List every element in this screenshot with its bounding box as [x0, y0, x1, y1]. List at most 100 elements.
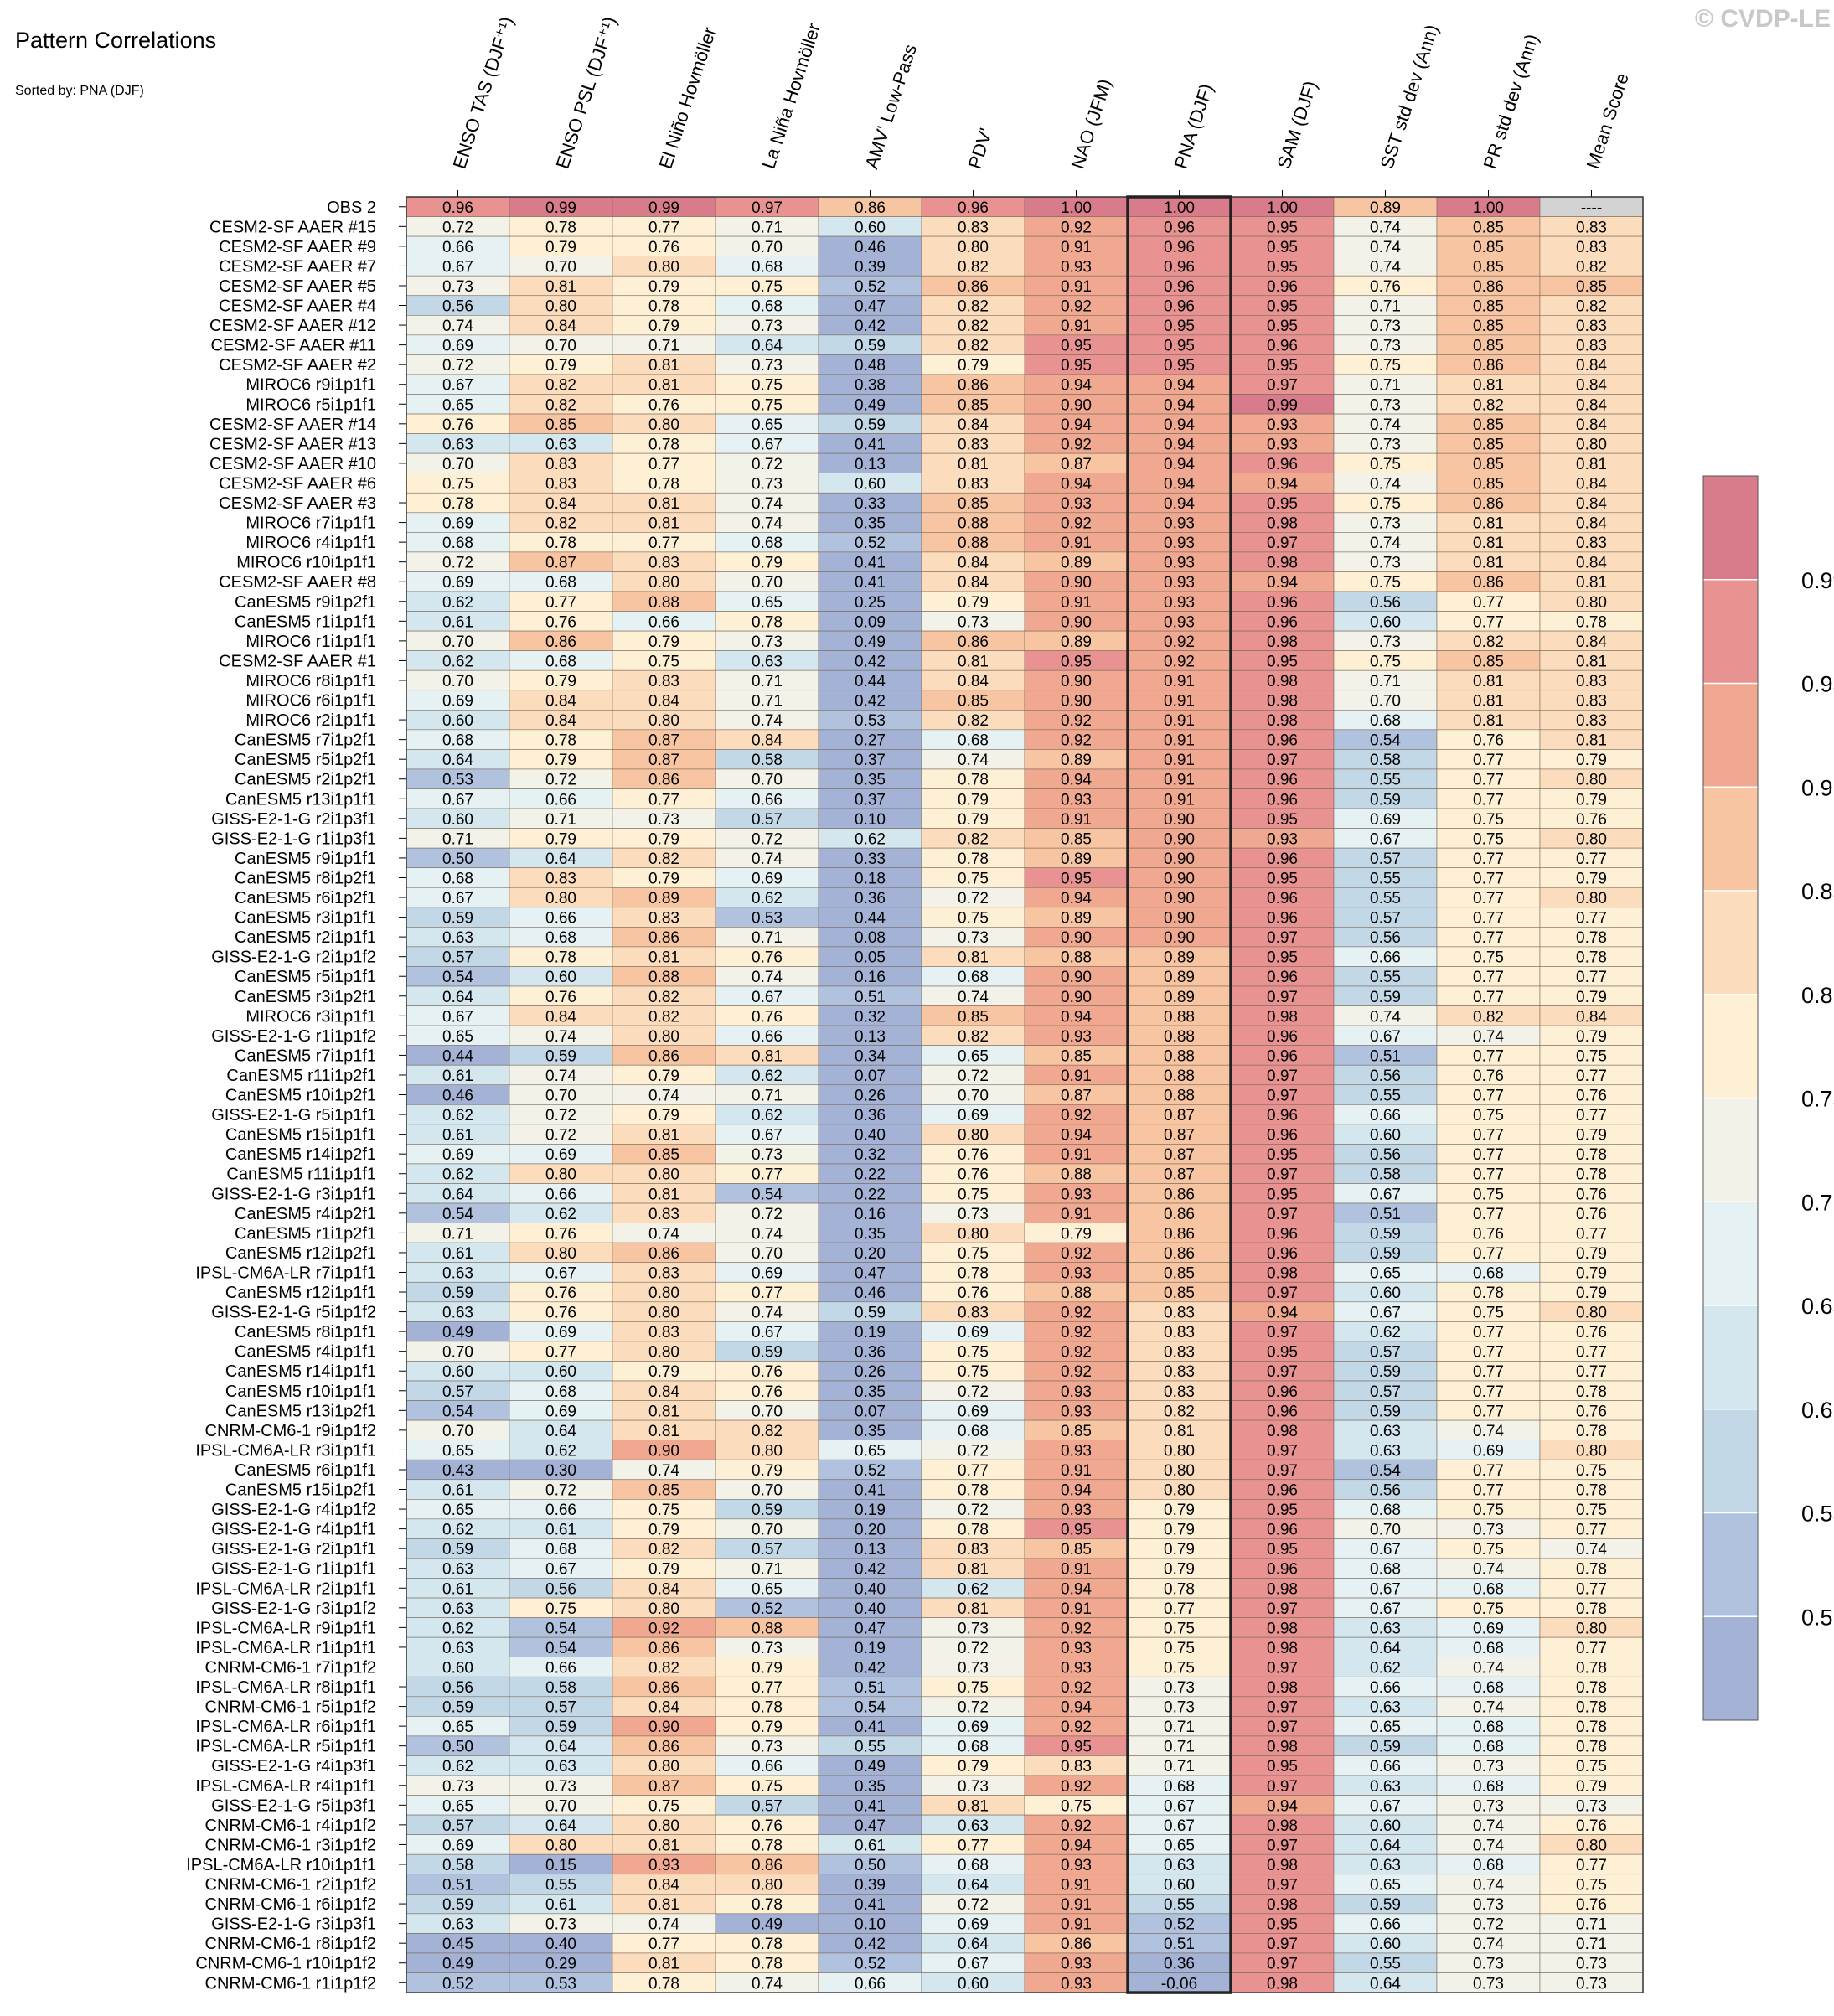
- cell-value: 0.54: [442, 969, 473, 986]
- cell-value: 0.75: [648, 1797, 679, 1815]
- cell-value: 0.68: [442, 870, 473, 887]
- cell-value: 0.75: [1370, 357, 1401, 375]
- row-label: CanESM5 r9i1p1f1: [235, 850, 376, 868]
- cell-value: 0.84: [545, 1008, 576, 1026]
- cell-value: 0.34: [855, 1047, 886, 1065]
- cell-value: 0.66: [545, 1186, 576, 1203]
- cell-value: 0.67: [442, 258, 473, 276]
- cell-value: 0.75: [1576, 1047, 1607, 1065]
- cell-value: 0.69: [442, 574, 473, 592]
- cell-value: 0.64: [752, 338, 783, 355]
- cell-value: 0.56: [1370, 1067, 1401, 1085]
- cell-value: 0.66: [545, 791, 576, 809]
- cell-value: 0.74: [1576, 1541, 1607, 1559]
- cell-value: 0.91: [1061, 535, 1092, 552]
- cell-value: 0.82: [958, 1028, 989, 1046]
- cell-value: 0.87: [1164, 1146, 1195, 1164]
- cell-value: 0.80: [1576, 594, 1607, 612]
- cell-value: 0.63: [442, 1264, 473, 1282]
- cell-value: 0.65: [442, 396, 473, 414]
- cell-value: 0.95: [1267, 219, 1298, 236]
- cell-value: 0.50: [442, 850, 473, 868]
- cell-value: 0.94: [1164, 436, 1195, 453]
- column-label: SAM (DJF): [1273, 78, 1320, 171]
- cell-value: 0.56: [442, 1679, 473, 1697]
- cell-value: 0.67: [1370, 1305, 1401, 1322]
- row-label: CESM2-SF AAER #4: [219, 297, 376, 316]
- cell-value: 0.57: [442, 1817, 473, 1835]
- cell-value: 0.93: [1061, 1403, 1092, 1420]
- cell-value: 0.79: [648, 1107, 679, 1124]
- cell-value: 0.69: [545, 1146, 576, 1164]
- cell-value: 0.94: [1061, 1580, 1092, 1598]
- cell-value: 0.40: [855, 1580, 886, 1598]
- cell-value: 0.80: [1576, 1305, 1607, 1322]
- cell-value: 0.78: [752, 613, 783, 631]
- cell-value: 0.69: [1473, 1620, 1504, 1637]
- cell-value: 0.38: [855, 377, 886, 395]
- cell-value: 0.68: [545, 653, 576, 670]
- cell-value: 0.60: [442, 712, 473, 730]
- cell-value: 0.77: [1473, 1462, 1504, 1480]
- cell-value: 0.74: [648, 1916, 679, 1934]
- cell-value: 0.85: [648, 1146, 679, 1164]
- cell-value: 0.77: [1473, 1127, 1504, 1145]
- cell-value: 0.79: [648, 633, 679, 651]
- cell-value: 0.91: [1061, 1462, 1092, 1480]
- cell-value: 0.87: [648, 732, 679, 750]
- cell-value: 0.93: [1061, 1502, 1092, 1519]
- cell-value: 0.36: [855, 1344, 886, 1362]
- cell-value: 0.85: [1473, 318, 1504, 335]
- cell-value: 0.76: [1576, 1186, 1607, 1203]
- cell-value: 0.95: [1267, 495, 1298, 513]
- cell-value: 0.61: [855, 1837, 886, 1854]
- cell-value: 0.68: [1473, 1739, 1504, 1756]
- cell-value: 0.92: [1061, 1107, 1092, 1124]
- cell-value: 0.80: [545, 298, 576, 316]
- cell-value: 0.83: [545, 870, 576, 887]
- cell-value: 0.41: [855, 555, 886, 572]
- cell-value: 0.37: [855, 752, 886, 769]
- cell-value: 0.89: [1061, 850, 1092, 868]
- row-label: CESM2-SF AAER #10: [209, 455, 376, 473]
- colorbar-band: [1703, 994, 1758, 1098]
- cell-value: 0.59: [855, 1305, 886, 1322]
- cell-value: 0.78: [752, 1837, 783, 1854]
- cell-value: 0.74: [752, 1225, 783, 1243]
- row-label: CanESM5 r15i1p1f1: [225, 1126, 376, 1145]
- cell-value: 0.86: [1061, 1936, 1092, 1953]
- cell-value: 0.93: [1061, 1975, 1092, 1993]
- cell-value: 0.82: [648, 1659, 679, 1677]
- cell-value: 0.68: [1164, 1778, 1195, 1796]
- cell-value: 0.80: [648, 416, 679, 434]
- cell-value: 0.75: [1370, 495, 1401, 513]
- cell-value: 0.59: [442, 1699, 473, 1717]
- cell-value: 0.93: [1061, 1640, 1092, 1657]
- cell-value: 0.82: [648, 1008, 679, 1026]
- cell-value: 0.74: [545, 1067, 576, 1085]
- cell-value: 0.91: [1061, 1877, 1092, 1895]
- cell-value: 0.86: [648, 1047, 679, 1065]
- cell-value: 0.70: [752, 1482, 783, 1500]
- cell-value: 0.69: [958, 1916, 989, 1934]
- cell-value: 0.49: [855, 633, 886, 651]
- cell-value: 0.81: [1576, 574, 1607, 592]
- cell-value: 0.78: [648, 436, 679, 453]
- cell-value: 0.77: [958, 1462, 989, 1480]
- cell-value: 0.91: [1061, 1896, 1092, 1914]
- cell-value: 0.74: [1370, 1008, 1401, 1026]
- cell-value: 0.93: [1061, 1186, 1092, 1203]
- cell-value: 0.20: [855, 1522, 886, 1539]
- cell-value: 0.82: [958, 338, 989, 355]
- cell-value: 0.62: [442, 653, 473, 670]
- cell-value: 0.74: [1370, 416, 1401, 434]
- cell-value: 0.74: [958, 989, 989, 1006]
- cell-value: 0.58: [442, 1857, 473, 1874]
- cell-value: 0.62: [442, 1166, 473, 1184]
- cell-value: 0.88: [1061, 949, 1092, 967]
- cell-value: 0.59: [1370, 1225, 1401, 1243]
- row-label: CanESM5 r4i1p1f1: [235, 1343, 376, 1362]
- cell-value: 0.59: [442, 1896, 473, 1914]
- cell-value: 0.98: [1267, 555, 1298, 572]
